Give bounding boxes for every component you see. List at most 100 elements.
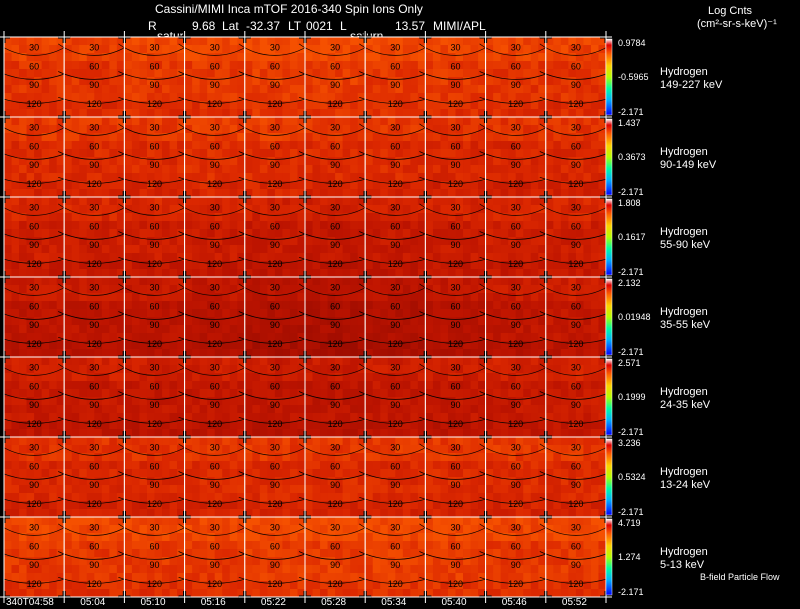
polar-tick-label: 60 — [29, 61, 39, 71]
polar-arc — [539, 256, 613, 264]
polar-tick-label: 60 — [511, 301, 521, 311]
polar-arc — [539, 311, 613, 320]
colorbar-mid-label: 1.274 — [618, 552, 641, 562]
polar-arc — [238, 523, 312, 536]
polar-tick-label: 90 — [270, 480, 280, 490]
heatmap-cell: 30 60 90 120 — [358, 271, 432, 368]
time-tick-label: 05:40 — [441, 597, 467, 608]
polar-arc — [539, 391, 613, 400]
polar-tick-label: 90 — [149, 160, 159, 170]
polar-tick-label: 90 — [390, 240, 400, 250]
polar-tick-label: 120 — [147, 99, 162, 109]
polar-tick-label: 90 — [330, 560, 340, 570]
polar-tick-label: 120 — [568, 259, 583, 269]
polar-arc — [298, 231, 372, 240]
heatmap-cell: 30 60 90 120 — [479, 191, 553, 288]
heatmap-cell: 30 60 90 120 — [178, 511, 252, 608]
heatmap-cell: 30 60 90 120 — [118, 271, 191, 368]
polar-arc — [238, 311, 312, 320]
polar-arc — [479, 471, 552, 480]
polar-arc — [358, 123, 432, 136]
polar-tick-label: 120 — [207, 579, 222, 589]
polar-tick-label: 30 — [571, 203, 581, 213]
polar-tick-label: 120 — [267, 579, 282, 589]
polar-tick-label: 120 — [448, 499, 463, 509]
polar-arc — [359, 151, 432, 160]
polar-tick-label: 90 — [29, 160, 39, 170]
polar-tick-label: 30 — [390, 43, 400, 53]
polar-tick-label: 60 — [450, 301, 460, 311]
polar-tick-label: 90 — [270, 320, 280, 330]
polar-arc — [57, 123, 131, 136]
polar-arc — [178, 231, 251, 240]
polar-tick-label: 30 — [29, 43, 39, 53]
channel-species-label: Hydrogen — [660, 65, 708, 78]
colorbar-mid-label: 0.1999 — [618, 392, 646, 402]
polar-tick-label: 90 — [450, 560, 460, 570]
polar-tick-label: 120 — [267, 259, 282, 269]
polar-tick-label: 90 — [390, 80, 400, 90]
polar-arc — [118, 283, 191, 296]
polar-tick-label: 90 — [29, 480, 39, 490]
heatmap-cell: 30 60 90 120 — [298, 511, 372, 608]
heatmap-cell: 30 60 90 120 — [238, 111, 312, 208]
polar-arc — [118, 203, 191, 216]
bfield-label: B-field Particle Flow — [700, 572, 780, 582]
heatmap-cell: 30 60 90 120 — [419, 31, 492, 128]
polar-tick-label: 90 — [511, 240, 521, 250]
polar-arc — [0, 43, 71, 56]
polar-tick-label: 30 — [450, 523, 460, 533]
polar-arc — [238, 71, 312, 80]
units-line-1: Log Cnts — [708, 5, 753, 17]
polar-tick-label: 120 — [147, 339, 162, 349]
polar-tick-label: 90 — [450, 240, 460, 250]
polar-arc — [539, 551, 613, 560]
polar-tick-label: 90 — [571, 320, 581, 330]
polar-tick-label: 120 — [267, 339, 282, 349]
heatmap-cell: 30 60 90 120 — [539, 431, 613, 528]
polar-arc — [238, 231, 312, 240]
polar-tick-label: 60 — [210, 541, 220, 551]
polar-tick-label: 120 — [508, 339, 523, 349]
colorbar — [606, 119, 612, 195]
polar-tick-label: 30 — [270, 363, 280, 373]
polar-arc — [539, 523, 613, 536]
heatmap-cell: 30 60 90 120 — [539, 351, 613, 448]
channel-energy-label: 55-90 keV — [660, 238, 711, 251]
heatmap-cell: 30 60 90 120 — [57, 31, 131, 128]
polar-tick-label: 90 — [330, 160, 340, 170]
polar-tick-label: 90 — [450, 320, 460, 330]
polar-tick-label: 60 — [571, 541, 581, 551]
polar-tick-label: 60 — [511, 141, 521, 151]
polar-arc — [419, 283, 492, 296]
polar-tick-label: 120 — [508, 99, 523, 109]
polar-tick-label: 30 — [149, 283, 159, 293]
heatmap-cell: 30 60 90 120 — [0, 351, 71, 448]
polar-tick-label: 90 — [330, 240, 340, 250]
polar-tick-label: 90 — [511, 560, 521, 570]
heatmap-cell: 30 60 90 120 — [539, 511, 613, 608]
polar-tick-label: 30 — [450, 123, 460, 133]
time-tick-label: 05:46 — [501, 597, 527, 608]
polar-tick-label: 60 — [270, 541, 280, 551]
polar-tick-label: 30 — [89, 283, 99, 293]
polar-tick-label: 120 — [328, 499, 343, 509]
polar-arc — [178, 151, 251, 160]
lt-value: 0021 — [306, 19, 333, 33]
polar-tick-label: 60 — [390, 301, 400, 311]
polar-tick-label: 60 — [89, 541, 99, 551]
heatmap-cell: 30 60 90 120 — [419, 511, 492, 608]
polar-arc — [238, 151, 312, 160]
polar-tick-label: 90 — [330, 320, 340, 330]
polar-tick-label: 120 — [328, 339, 343, 349]
polar-tick-label: 30 — [511, 443, 521, 453]
polar-tick-label: 60 — [571, 61, 581, 71]
channel-species-label: Hydrogen — [660, 305, 708, 318]
polar-tick-label: 120 — [267, 419, 282, 429]
lat-value: -32.37 — [246, 19, 281, 33]
colorbar-min-label: -2.171 — [618, 427, 644, 437]
polar-arc — [58, 71, 131, 80]
polar-arc — [58, 551, 131, 560]
polar-arc — [178, 523, 252, 536]
colorbar-mid-label: -0.5965 — [618, 72, 649, 82]
